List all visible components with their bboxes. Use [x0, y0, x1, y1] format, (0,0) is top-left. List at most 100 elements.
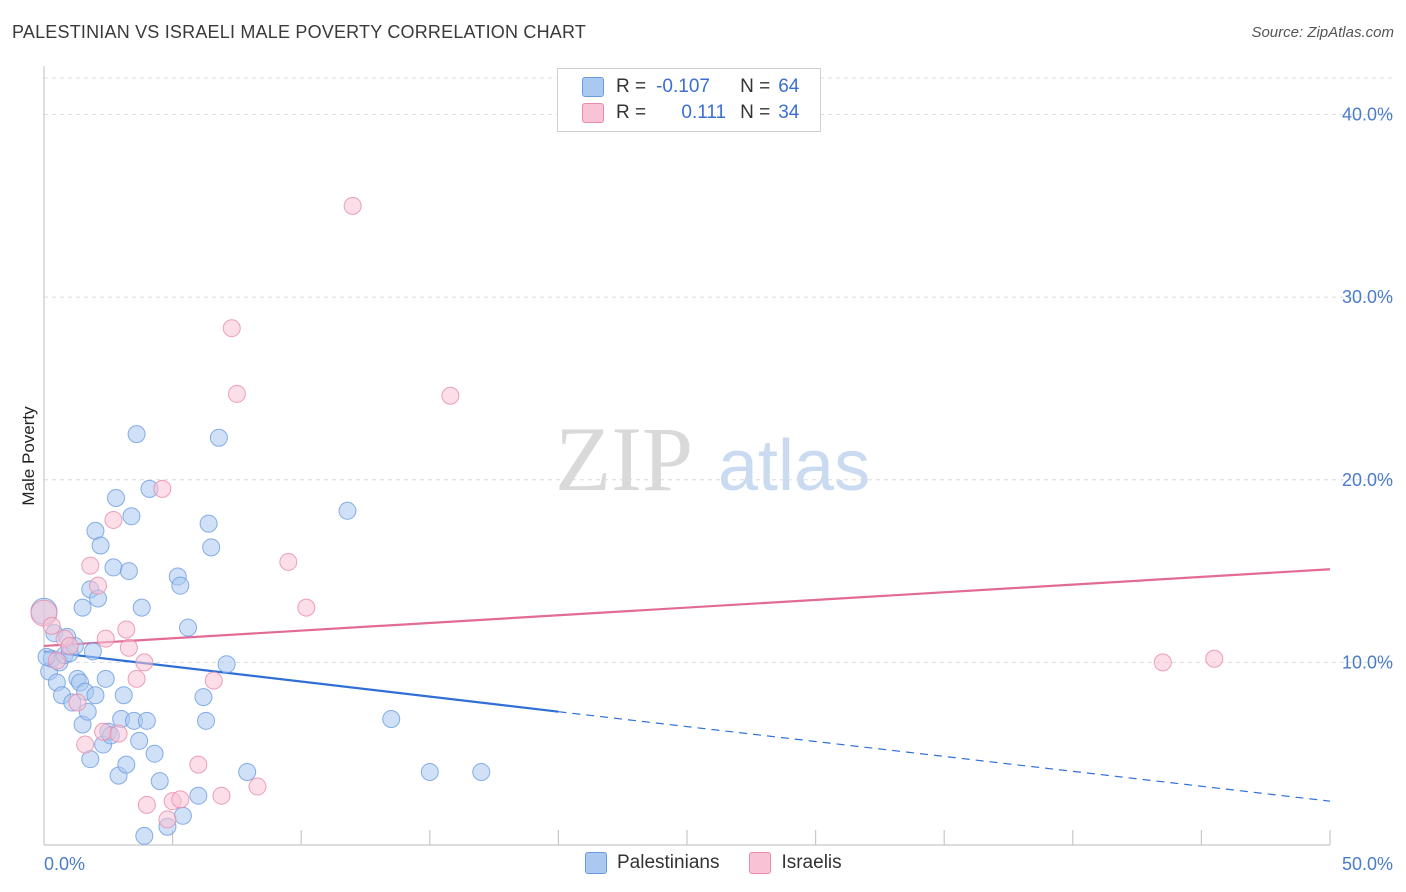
point-israelis: [158, 810, 177, 829]
y-axis-label: Male Poverty: [19, 406, 38, 506]
point-palestinians: [117, 755, 136, 774]
point-palestinians: [127, 425, 146, 444]
n-value: 34: [778, 102, 800, 123]
point-israelis: [89, 576, 108, 595]
point-israelis: [47, 651, 66, 670]
point-israelis: [153, 479, 172, 498]
point-palestinians: [194, 688, 213, 707]
point-palestinians: [107, 489, 126, 508]
point-israelis: [117, 620, 136, 639]
watermark: ZIP atlas: [555, 408, 870, 510]
point-palestinians: [135, 826, 154, 845]
x-ticks: [172, 830, 1331, 845]
point-palestinians: [171, 576, 190, 595]
point-israelis: [119, 638, 138, 657]
point-israelis: [137, 795, 156, 814]
legend-swatch-israelis: [582, 103, 604, 123]
point-palestinians: [119, 562, 138, 581]
point-palestinians: [150, 772, 169, 791]
point-israelis: [135, 653, 154, 672]
point-israelis: [297, 598, 316, 617]
point-palestinians: [130, 731, 149, 750]
point-palestinians: [86, 686, 105, 705]
point-palestinians: [382, 709, 401, 728]
series-legend: Palestinians Israelis: [585, 852, 872, 874]
point-israelis: [171, 790, 190, 809]
point-palestinians: [338, 501, 357, 520]
point-palestinians: [202, 538, 221, 557]
y-tick-label: 20.0%: [1342, 470, 1393, 490]
point-israelis: [189, 755, 208, 774]
x-tick-label-min: 0.0%: [44, 854, 85, 874]
legend-row-israelis: R = 0.111 N = 34: [582, 101, 799, 125]
x-tick-label-max: 50.0%: [1342, 854, 1393, 874]
point-palestinians: [132, 598, 151, 617]
point-israelis: [343, 196, 362, 215]
point-palestinians: [91, 536, 110, 555]
point-palestinians: [137, 711, 156, 730]
legend-item-israelis[interactable]: Israelis: [749, 852, 842, 874]
y-tick-label: 30.0%: [1342, 287, 1393, 307]
data-points: [30, 196, 1224, 845]
chart-title: PALESTINIAN VS ISRAELI MALE POVERTY CORR…: [12, 22, 587, 42]
point-israelis: [94, 722, 113, 741]
point-palestinians: [209, 428, 228, 447]
legend-swatch-palestinians: [582, 77, 604, 97]
correlation-legend: R = -0.107 N = 64 R = 0.111 N = 34: [557, 68, 821, 132]
legend-row-palestinians: R = -0.107 N = 64: [582, 75, 799, 99]
point-palestinians: [199, 514, 218, 533]
point-israelis: [60, 636, 79, 655]
y-tick-label: 40.0%: [1342, 105, 1393, 125]
r-label: R =: [616, 76, 647, 97]
point-israelis: [222, 319, 241, 338]
point-palestinians: [114, 686, 133, 705]
point-palestinians: [122, 507, 141, 526]
grid-lines: [44, 77, 1392, 663]
r-value: -0.107: [656, 76, 710, 97]
legend-item-palestinians[interactable]: Palestinians: [585, 852, 719, 874]
point-israelis: [441, 386, 460, 405]
y-tick-label: 10.0%: [1342, 652, 1393, 672]
legend-swatch-israelis: [749, 852, 772, 874]
axis-labels: 10.0% 20.0% 30.0% 40.0% 0.0% 50.0%: [44, 105, 1393, 874]
point-palestinians: [238, 762, 257, 781]
trend-line-palestinians: [43, 650, 559, 713]
r-value: 0.111: [681, 102, 727, 123]
watermark-zip: ZIP: [555, 408, 693, 510]
point-palestinians: [104, 558, 123, 577]
point-palestinians: [189, 786, 208, 805]
n-value: 64: [778, 76, 800, 97]
watermark-atlas: atlas: [718, 426, 870, 506]
point-israelis: [109, 724, 128, 743]
legend-swatch-palestinians: [585, 852, 607, 874]
trend-line-palestinians-projection: [558, 711, 1331, 802]
point-palestinians: [73, 598, 92, 617]
point-israelis: [104, 510, 123, 529]
point-israelis: [1153, 653, 1172, 672]
point-palestinians: [145, 744, 164, 763]
trend-lines: [43, 568, 1331, 802]
point-israelis: [248, 777, 267, 796]
legend-label-palestinians: Palestinians: [617, 852, 720, 873]
trend-line-israelis: [43, 568, 1331, 648]
point-israelis: [76, 735, 95, 754]
point-palestinians: [217, 655, 236, 674]
point-palestinians: [197, 711, 216, 730]
point-palestinians: [96, 669, 115, 688]
point-israelis: [81, 556, 100, 575]
point-palestinians: [472, 762, 491, 781]
point-palestinians: [83, 642, 102, 661]
source-label: Source: ZipAtlas.com: [1251, 24, 1394, 41]
point-israelis: [227, 384, 246, 403]
n-label: N =: [740, 102, 771, 123]
point-israelis: [42, 616, 61, 635]
point-israelis: [212, 786, 231, 805]
point-palestinians: [179, 618, 198, 637]
r-label: R =: [616, 102, 647, 123]
point-israelis: [1205, 649, 1224, 668]
point-israelis: [279, 552, 298, 571]
point-palestinians: [420, 762, 439, 781]
point-israelis: [96, 629, 115, 648]
point-palestinians: [173, 806, 192, 825]
